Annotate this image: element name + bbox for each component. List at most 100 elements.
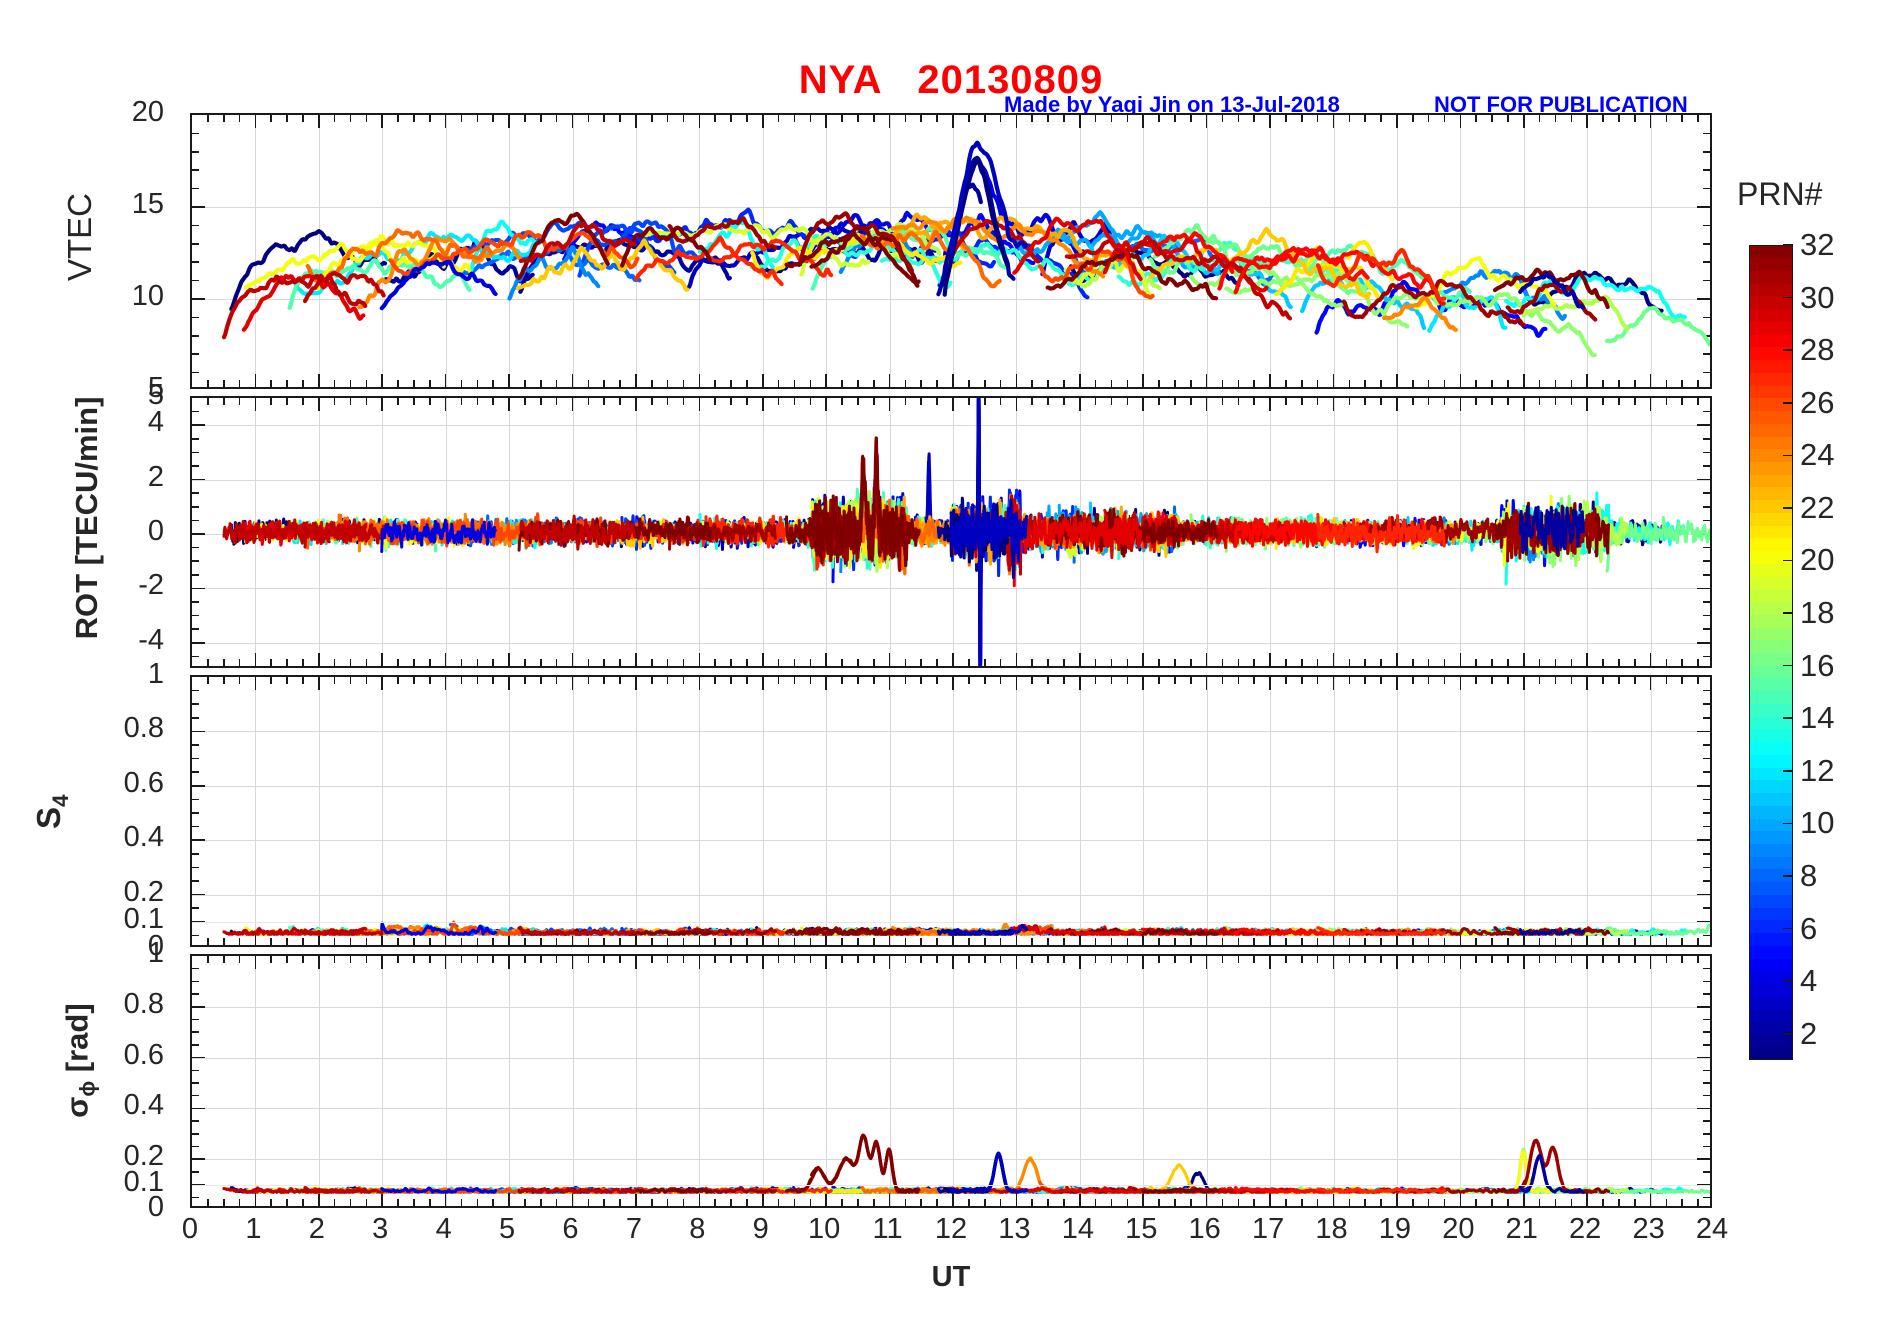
axis-tick <box>983 938 986 945</box>
data-series-prn-25 <box>306 924 494 936</box>
axis-tick <box>1190 938 1192 945</box>
axis-tick <box>1475 1199 1477 1206</box>
axis-tick <box>1443 677 1446 684</box>
axis-tick <box>1364 956 1366 963</box>
gridline-horizontal <box>192 840 1710 842</box>
axis-tick <box>555 677 558 684</box>
axis-tick <box>1348 956 1351 963</box>
data-series-prn-18 <box>1080 927 1162 936</box>
data-series-prn-2 <box>1518 928 1585 936</box>
axis-tick <box>1681 115 1684 122</box>
colorbar-tick <box>1783 401 1793 404</box>
gridline-vertical <box>318 677 320 945</box>
axis-tick <box>587 380 590 387</box>
axis-tick <box>192 1056 205 1059</box>
gridline-vertical <box>1270 398 1272 666</box>
axis-tick <box>192 187 199 190</box>
axis-tick <box>872 938 875 945</box>
gridline-vertical <box>1206 398 1208 666</box>
axis-tick <box>619 677 621 684</box>
axis-tick <box>793 677 796 684</box>
axis-tick <box>1697 642 1710 644</box>
colorbar-tick <box>1783 822 1793 825</box>
axis-tick <box>555 380 558 387</box>
data-series-prn-28 <box>1234 927 1370 936</box>
data-series-prn-9 <box>1442 268 1567 322</box>
axis-tick <box>1703 1094 1710 1097</box>
data-series-prn-2 <box>936 155 1016 297</box>
axis-tick <box>1285 398 1287 405</box>
axis-tick <box>1015 932 1018 945</box>
axis-tick <box>318 374 320 387</box>
axis-tick <box>1094 659 1097 666</box>
axis-tick <box>476 115 479 122</box>
axis-tick <box>1411 115 1414 122</box>
axis-tick <box>841 956 843 963</box>
data-series-prn-32 <box>809 926 920 936</box>
axis-tick <box>444 932 447 945</box>
axis-tick <box>1491 380 1493 387</box>
axis-tick <box>746 659 748 666</box>
axis-tick <box>192 689 199 692</box>
axis-tick <box>682 938 685 945</box>
axis-tick <box>603 938 605 945</box>
axis-tick <box>1142 1193 1145 1206</box>
axis-tick <box>793 380 796 387</box>
axis-tick <box>1703 744 1710 746</box>
data-series-prn-4 <box>380 921 498 936</box>
colorbar-ticklabels: 2 4 6 8 10 12 14 16 18 20 22 24 26 28 30 32 <box>1800 227 1890 1060</box>
axis-tick <box>968 380 970 387</box>
gridline-vertical <box>762 956 764 1206</box>
axis-tick <box>1522 115 1525 128</box>
axis-tick <box>968 677 970 684</box>
axis-tick <box>872 677 875 684</box>
gridline-vertical <box>572 398 574 666</box>
axis-tick <box>1221 1199 1224 1206</box>
axis-tick <box>1665 1199 1668 1206</box>
axis-tick <box>1554 380 1557 387</box>
gridline-vertical <box>255 677 257 945</box>
axis-tick <box>1269 677 1271 690</box>
axis-tick <box>1538 1199 1541 1206</box>
axis-tick <box>1063 677 1065 684</box>
axis-tick <box>1411 677 1414 684</box>
data-series-prn-6 <box>894 228 997 269</box>
axis-tick <box>635 115 637 128</box>
axis-tick <box>904 115 907 122</box>
data-series-prn-17 <box>1382 291 1597 358</box>
axis-tick <box>1253 380 1256 387</box>
data-series-prn-31 <box>797 454 915 572</box>
axis-tick <box>397 677 399 684</box>
data-series-prn-31 <box>1342 927 1527 936</box>
axis-tick <box>1703 880 1710 882</box>
axis-tick <box>1110 380 1113 387</box>
axis-tick <box>192 560 199 562</box>
axis-tick <box>1703 907 1710 909</box>
axis-tick <box>650 398 653 405</box>
colorbar-ticklabel: 16 <box>1800 647 1835 683</box>
axis-tick <box>666 956 669 963</box>
x-ticklabel: 12 <box>934 1213 968 1245</box>
axis-tick <box>397 938 399 945</box>
colorbar-ticklabel: 26 <box>1800 384 1835 420</box>
axis-tick <box>555 938 558 945</box>
axis-tick <box>730 1199 732 1206</box>
axis-tick <box>1703 506 1710 508</box>
data-series-prn-22 <box>1149 1163 1372 1194</box>
axis-tick <box>809 1199 812 1206</box>
axis-tick <box>1380 1199 1382 1206</box>
data-series-prn-10 <box>1057 229 1221 277</box>
data-series-prn-32 <box>1045 249 1219 301</box>
data-series-prn-7 <box>577 516 698 548</box>
axis-tick <box>1491 1199 1493 1206</box>
data-series-prn-24 <box>357 1185 523 1194</box>
x-ticklabel: 15 <box>1125 1213 1158 1245</box>
axis-tick <box>1703 967 1710 970</box>
axis-tick <box>333 398 336 405</box>
gridline-vertical <box>1650 115 1652 387</box>
data-series-prn-14 <box>1117 513 1367 560</box>
axis-tick <box>1703 451 1710 454</box>
axis-tick <box>1094 398 1097 405</box>
x-ticklabel: 23 <box>1632 1213 1665 1245</box>
data-series-prn-28 <box>1217 1186 1446 1194</box>
